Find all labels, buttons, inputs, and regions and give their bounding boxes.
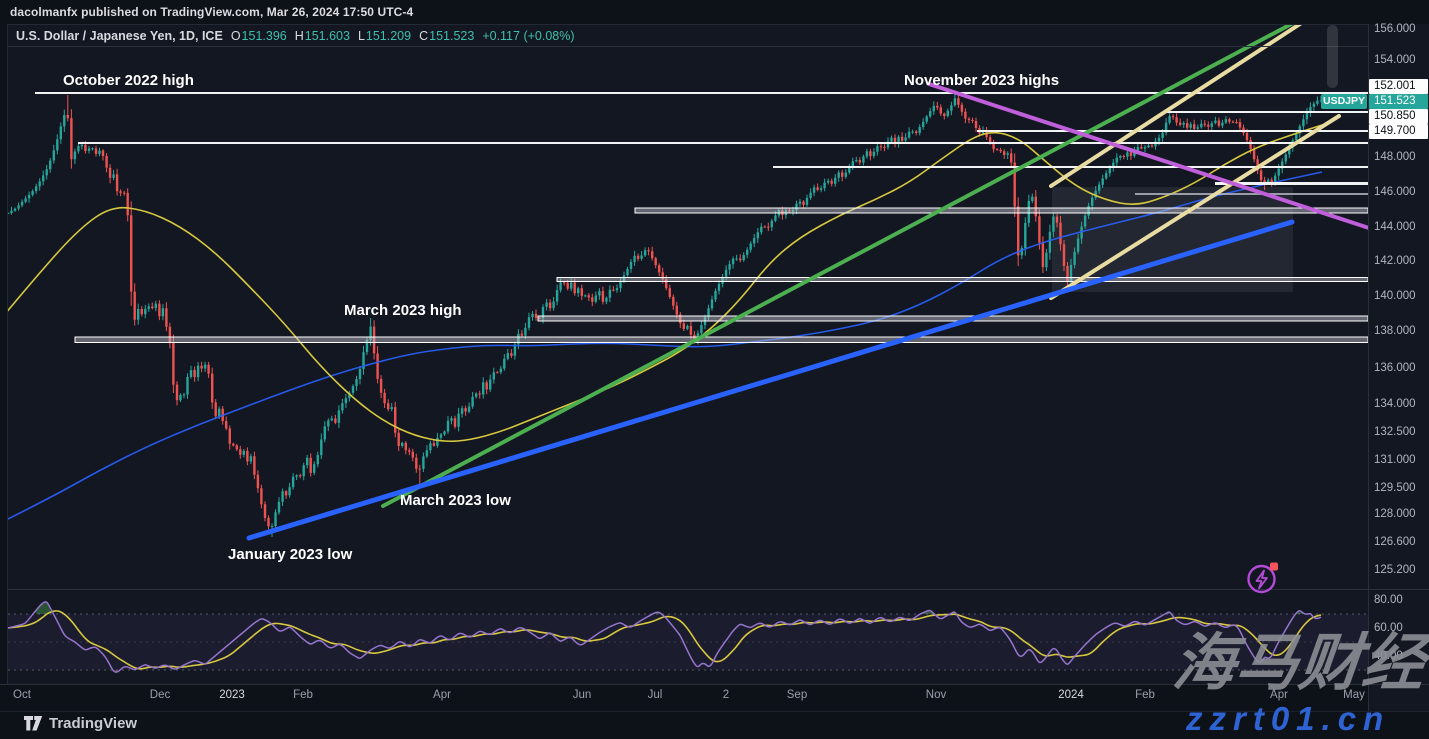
annotation-text: March 2023 low: [400, 492, 511, 509]
price-badge: 151.523: [1369, 94, 1428, 109]
symbol-price-flag: USDJPY: [1321, 94, 1367, 109]
annotation-text: March 2023 high: [344, 302, 462, 319]
horizontal-band-145: [634, 207, 1368, 214]
time-axis-label: May: [1343, 689, 1365, 701]
price-axis-separator[interactable]: [1368, 24, 1369, 711]
price-axis-label: 126.600: [1374, 536, 1416, 548]
trendline-purple-downtrend: [927, 82, 1368, 230]
tradingview-footer-link[interactable]: TradingView: [24, 715, 137, 732]
time-axis-label: Dec: [149, 689, 171, 701]
trendline-green-uptrend: [381, 24, 1296, 508]
ohlc-low: L 151.209: [357, 28, 412, 43]
notification-dot-icon: [1270, 562, 1278, 571]
annotation-text: January 2023 low: [228, 546, 353, 563]
horizontal-band-137.55: [74, 336, 1368, 343]
time-axis-separator[interactable]: [0, 684, 1429, 685]
publish-info: dacolmanfx published on TradingView.com,…: [10, 5, 414, 19]
price-axis-label: 128.000: [1374, 508, 1416, 520]
ohlc-close: C 151.523: [419, 28, 475, 43]
price-axis-background: [1368, 24, 1429, 711]
price-axis-label: 148.000: [1374, 151, 1416, 163]
symbol-legend[interactable]: U.S. Dollar / Japanese Yen, 1D, ICE O 151…: [7, 24, 1368, 47]
rsi-overbought-fill: [1296, 609, 1304, 614]
time-axis-label: 2024: [1058, 689, 1084, 701]
footer-separator: [0, 711, 1429, 712]
time-axis-label: Apr: [433, 689, 451, 701]
symbol-title: U.S. Dollar / Japanese Yen, 1D, ICE: [16, 28, 223, 43]
tradingview-logo-icon: [24, 716, 43, 731]
lightning-bolt-icon: [1255, 569, 1268, 590]
horizontal-band-138.75: [537, 315, 1368, 322]
trendline-khaki-channel-upper: [1049, 24, 1304, 188]
scroll-indicator[interactable]: [1327, 25, 1338, 88]
ohlc-high: H 151.603: [294, 28, 350, 43]
rsi-line: [7, 601, 1322, 673]
time-axis-label: Oct: [13, 689, 31, 701]
time-axis-label: Feb: [1135, 689, 1155, 701]
price-axis-label: 146.000: [1374, 186, 1416, 198]
tradingview-brand-text: TradingView: [49, 715, 138, 732]
price-axis-label: 131.000: [1374, 454, 1416, 466]
price-axis-label: 129.500: [1374, 482, 1416, 494]
time-axis-label: 2023: [219, 689, 245, 701]
rsi-overbought-fill: [36, 601, 51, 614]
price-axis-label: 138.000: [1374, 325, 1416, 337]
time-axis-label: Feb: [293, 689, 313, 701]
price-axis-label: 144.000: [1374, 221, 1416, 233]
price-axis-label: 154.000: [1374, 54, 1416, 66]
chart-plot-background: [7, 24, 1368, 684]
price-axis-label: 80.00: [1374, 594, 1403, 606]
time-axis-label: Apr: [1270, 689, 1288, 701]
flash-circle-icon: [1247, 564, 1276, 594]
price-badge: 150.850: [1369, 109, 1428, 124]
price-axis-label: 140.000: [1374, 290, 1416, 302]
plot-left-border: [7, 24, 8, 684]
watermark-url: zzrt01.cn: [1186, 700, 1391, 737]
rsi-pane[interactable]: [7, 601, 1368, 673]
reaction-flash-button[interactable]: [1245, 560, 1281, 596]
time-axis-label: Jun: [572, 689, 592, 701]
time-axis-label: Sep: [786, 689, 808, 701]
main-pane[interactable]: [0, 21, 1369, 541]
trendline-khaki-channel-lower: [1049, 114, 1341, 300]
price-badge: 149.700: [1369, 124, 1428, 139]
trendline-blue-major-uptrend: [246, 219, 1295, 541]
time-axis-label: Jul: [647, 689, 663, 701]
price-axis-label: 156.000: [1374, 23, 1416, 35]
watermark-chinese: 海马财经: [1169, 629, 1429, 698]
price-axis-label: 142.000: [1374, 255, 1416, 267]
price-axis-label: 125.200: [1374, 564, 1416, 576]
annotation-text: October 2022 high: [63, 72, 194, 89]
rsi-panel-separator[interactable]: [7, 589, 1429, 590]
price-axis-label: 60.00: [1374, 622, 1403, 634]
price-axis-label: 134.000: [1374, 398, 1416, 410]
price-badge: 152.001: [1369, 79, 1428, 94]
annotation-text: November 2023 highs: [904, 72, 1060, 89]
time-axis-label: 2: [722, 689, 730, 701]
price-axis-label: 40.00: [1374, 650, 1403, 662]
ohlc-open: O 151.396: [230, 28, 287, 43]
up-candle-bodies: [7, 98, 1323, 527]
ma-fast-line: [7, 124, 1323, 443]
price-axis-label: 132.500: [1374, 426, 1416, 438]
price-axis-label: 136.000: [1374, 362, 1416, 374]
horizontal-band-140.95: [556, 277, 1368, 282]
time-axis-label: Nov: [925, 689, 947, 701]
price-change: +0.117 (+0.08%): [482, 28, 575, 43]
